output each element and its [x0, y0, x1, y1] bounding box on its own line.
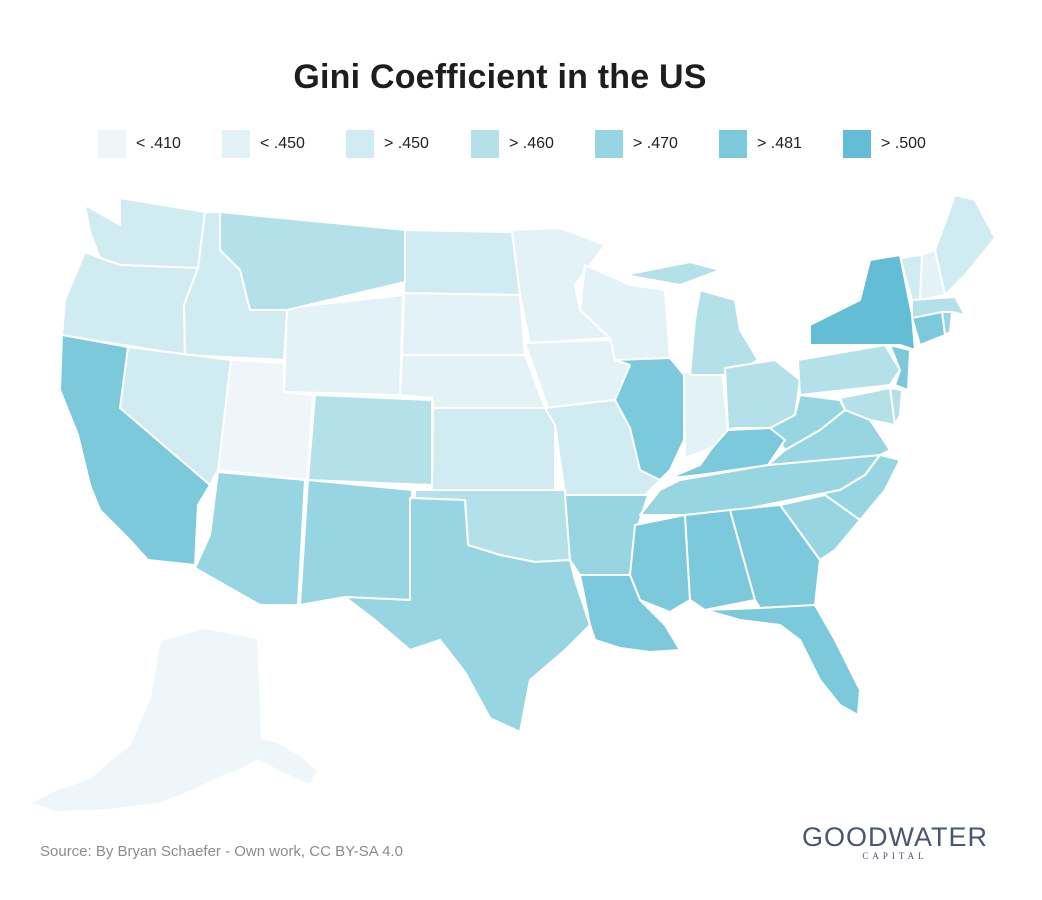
state-delaware: Delaware	[889, 387, 903, 426]
legend-label: < .450	[260, 135, 305, 152]
legend-item: < .450	[222, 130, 305, 158]
brand-subtitle: CAPITAL	[862, 851, 928, 861]
legend-swatch	[471, 130, 499, 158]
state-new-york: New York	[809, 254, 916, 351]
state-wyoming: Wyoming	[283, 294, 404, 396]
state-washington: Washington	[84, 197, 206, 269]
legend-label: > .500	[881, 135, 926, 152]
state-south-dakota: South Dakota	[401, 292, 526, 356]
legend-item: > .450	[346, 130, 429, 158]
legend-item: > .481	[719, 130, 802, 158]
brand-name: GOODWATER	[802, 822, 988, 852]
legend-label: > .481	[757, 135, 802, 152]
legend-swatch	[595, 130, 623, 158]
source-credit: Source: By Bryan Schaefer - Own work, CC…	[40, 843, 403, 860]
state-west-virginia: West Virginia	[769, 394, 846, 451]
state-california: California	[59, 334, 211, 566]
state-louisiana: Louisiana	[579, 574, 681, 653]
state-north-dakota: North Dakota	[403, 229, 521, 296]
state-illinois: Illinois	[614, 357, 685, 481]
legend-swatch	[719, 130, 747, 158]
state-kentucky: Kentucky	[664, 427, 786, 481]
legend-item: < .410	[98, 130, 181, 158]
state-pennsylvania: Pennsylvania	[797, 344, 901, 396]
state-texas: Texas	[344, 497, 591, 733]
legend-label: > .460	[509, 135, 554, 152]
state-maine: Maine	[934, 194, 996, 296]
legend-swatch	[222, 130, 250, 158]
state-new-mexico: New Mexico	[299, 479, 413, 606]
legend-swatch	[843, 130, 871, 158]
legend-swatch	[346, 130, 374, 158]
state-arizona: Arizona	[194, 471, 306, 606]
legend-item: > .500	[843, 130, 926, 158]
legend-item: > .460	[471, 130, 554, 158]
legend-label: > .450	[384, 135, 429, 152]
state-connecticut: Connecticut	[911, 311, 946, 346]
state-colorado: Colorado	[307, 394, 433, 486]
legend-label: > .470	[633, 135, 678, 152]
legend-label: < .410	[136, 135, 181, 152]
state-montana: Montana	[219, 211, 406, 311]
map-title: Gini Coefficient in the US	[293, 58, 707, 96]
legend-swatch	[98, 130, 126, 158]
state-alaska: Alaska	[29, 627, 319, 813]
state-florida: Florida	[704, 604, 861, 716]
state-new-jersey: New Jersey	[889, 344, 911, 391]
state-alabama: Alabama	[684, 509, 756, 611]
state-kansas: Kansas	[431, 407, 556, 491]
brand-logo: GOODWATER CAPITAL	[800, 822, 990, 861]
legend-item: > .470	[595, 130, 678, 158]
